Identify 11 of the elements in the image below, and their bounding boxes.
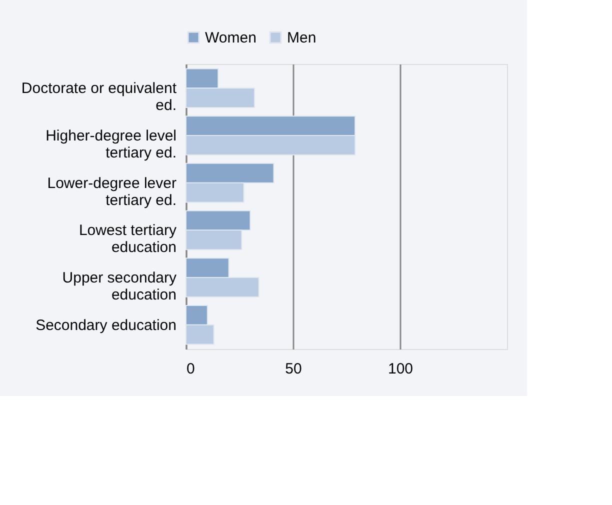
legend-label: Women (205, 30, 256, 47)
y-tick-label: Higher-degree level tertiary ed. (46, 127, 176, 162)
y-tick-label: Upper secondary education (62, 270, 177, 304)
y-tick-label: Lower-degree lever tertiary ed. (47, 174, 176, 209)
legend-label: Men (287, 30, 316, 47)
x-tick-label: 0 (186, 360, 195, 378)
y-tick-label: Doctorate or equivalent ed. (21, 80, 178, 114)
x-tick-label: 50 (285, 360, 302, 378)
y-tick-label: Secondary education (36, 316, 176, 334)
x-tick-label: 100 (388, 360, 414, 378)
y-tick-label: Lowest tertiary education (78, 222, 177, 256)
